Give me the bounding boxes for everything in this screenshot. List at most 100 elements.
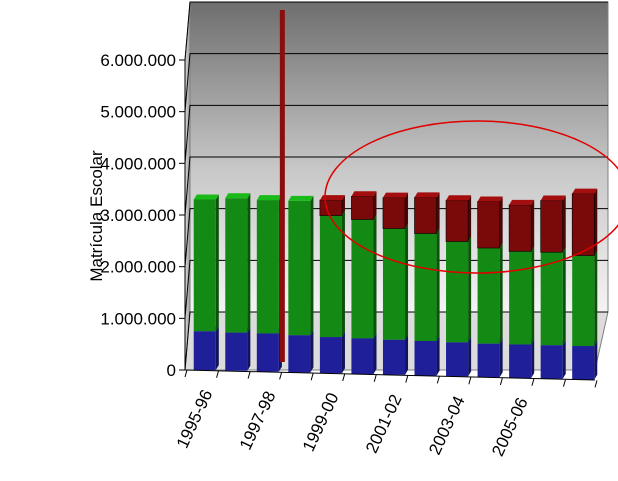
bar-side [405,223,409,340]
bar-front [477,248,500,344]
bar-2000-01-s1 [351,214,377,339]
bar-front [256,200,279,334]
x-tick-label: 1995-96 [173,387,217,452]
bar-side [531,339,535,378]
bar-top [382,192,409,198]
bar-top [446,195,472,201]
x-tick-mark [531,378,535,386]
bar-side [594,341,598,380]
x-tick-mark [436,376,440,384]
bar-front [446,241,469,343]
bars-group [193,188,598,380]
bar-front [540,200,564,253]
bar-1996-97-s1 [225,193,251,333]
bar-front [256,333,279,372]
bar-2001-02-s2 [382,192,409,229]
bar-top [540,195,566,201]
bar-side [436,228,440,341]
bar-1995-96-s1 [193,194,219,332]
bar-side [341,332,345,374]
bar-side [341,210,345,338]
y-tick-label: 0 [167,361,176,380]
bar-2000-01-s2 [351,191,377,220]
x-tick-label: 2001-02 [362,391,406,456]
x-axis [184,369,596,381]
bar-1996-97-s0 [225,327,251,371]
bar-side [468,236,472,343]
x-tick-mark [184,369,188,378]
bar-side [373,191,377,220]
bar-front [477,343,500,378]
x-tick-label: 2005-06 [488,395,532,460]
bar-1999-00-s0 [319,332,345,374]
bar-side [373,214,377,339]
bar-2003-04-s2 [445,195,472,242]
bar-2007-08-s0 [572,341,598,380]
x-tick-mark [342,373,346,382]
bar-front [319,337,342,374]
bar-front [193,199,216,332]
bar-2002-03-s2 [414,192,440,234]
bar-side [405,192,409,229]
x-tick-mark [594,380,598,388]
x-tick-mark [310,373,314,381]
bar-2003-04-s1 [446,236,472,343]
x-tick-mark [279,372,283,380]
bar-2006-07-s0 [540,340,566,379]
bar-1999-00-s2 [319,195,345,216]
bar-2006-07-s1 [540,247,566,346]
bar-side [247,193,251,333]
gridline [184,104,608,164]
bar-top [319,195,345,201]
bar-side [499,338,503,378]
bar-2001-02-s1 [382,223,409,340]
x-tick-mark [405,375,409,383]
bar-side [594,188,598,256]
bar-front [509,344,532,378]
bar-top [288,195,314,201]
y-tick-label: 4.000.000 [100,154,176,173]
bar-1997-98-s0 [256,328,282,372]
bar-side [247,327,251,371]
bar-side [562,247,566,346]
bar-side [341,195,345,216]
bar-front [225,332,248,371]
bar-1995-96-s0 [193,326,219,370]
gridline [184,53,608,112]
bar-side [310,195,314,336]
bar-side [405,334,409,375]
x-tick-mark [216,370,220,378]
bar-front [540,252,563,346]
bar-2005-06-s0 [509,339,535,378]
bar-2001-02-s0 [382,334,409,375]
bar-side [531,246,535,345]
bar-side [562,340,566,379]
bar-front [446,342,469,377]
x-tick-label: 2003-04 [425,393,469,458]
y-tick-label: 6.000.000 [100,51,176,70]
x-tick-mark [562,379,566,387]
bar-2003-04-s0 [446,337,472,377]
bar-top [225,193,251,199]
bar-front [540,345,563,379]
bar-front [509,251,532,345]
bar-side [499,196,503,249]
bar-2004-05-s1 [477,243,503,344]
bar-front [351,195,374,220]
y-axis-label: Matrícula Escolar [87,150,106,282]
bar-front [288,200,311,336]
bar-front [572,255,595,347]
x-tick-label: 1999-00 [299,390,343,455]
bar-side [468,337,472,377]
bar-2000-01-s0 [351,333,377,374]
gridline [184,1,608,61]
bar-top [193,194,219,200]
bar-front [414,233,437,341]
bar-side [310,330,314,373]
bar-1998-99-s0 [288,330,314,373]
y-tick-label: 3.000.000 [100,206,176,225]
x-tick-mark [468,377,472,385]
bar-front [225,198,248,333]
bar-2005-06-s1 [509,246,535,345]
bar-1999-00-s1 [319,210,345,338]
